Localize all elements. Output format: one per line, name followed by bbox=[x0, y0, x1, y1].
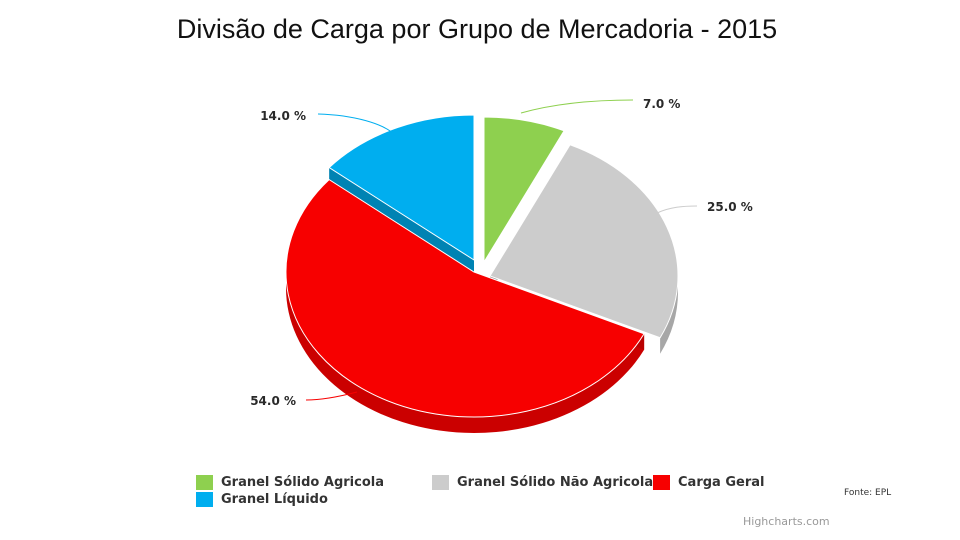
legend-label: Granel Sólido Não Agricola bbox=[457, 475, 654, 490]
data-label-connector bbox=[656, 205, 698, 214]
data-label: 7.0 % bbox=[643, 97, 680, 111]
legend-item-granel-solido-agricola[interactable]: Granel Sólido Agricola bbox=[196, 475, 384, 490]
credits-link[interactable]: Highcharts.com bbox=[743, 515, 830, 528]
pie-slice-granel-s-lido-n-o-agricola[interactable] bbox=[489, 144, 679, 339]
legend-label: Carga Geral bbox=[678, 475, 765, 490]
legend-item-carga-geral[interactable]: Carga Geral bbox=[653, 475, 764, 490]
legend-label: Granel Sólido Agricola bbox=[221, 475, 384, 490]
data-label: 25.0 % bbox=[707, 200, 753, 214]
legend-item-granel-solido-nao-agricola[interactable]: Granel Sólido Não Agricola bbox=[432, 475, 653, 490]
chart-title: Divisão de Carga por Grupo de Mercadoria… bbox=[176, 14, 778, 44]
legend-item-granel-liquido[interactable]: Granel Líquido bbox=[196, 492, 328, 507]
data-label-connector bbox=[520, 99, 634, 114]
chart-legend: Granel Sólido Agricola Granel Sólido Não… bbox=[196, 475, 796, 515]
data-label-connector bbox=[317, 113, 398, 138]
pie-slice-granel-l-quido[interactable] bbox=[328, 114, 475, 261]
data-label: 14.0 % bbox=[260, 109, 306, 123]
data-label: 54.0 % bbox=[250, 394, 296, 408]
legend-swatch bbox=[432, 475, 449, 490]
pie-slice-granel-s-lido-agricola[interactable] bbox=[483, 116, 565, 264]
legend-swatch bbox=[196, 492, 213, 507]
pie-slice-carga-geral[interactable] bbox=[285, 178, 645, 418]
legend-label: Granel Líquido bbox=[221, 492, 328, 507]
legend-swatch bbox=[653, 475, 670, 490]
data-label-connector bbox=[305, 391, 358, 401]
source-note: Fonte: EPL bbox=[844, 488, 892, 498]
pie-slices bbox=[285, 114, 679, 434]
pie-slice-side-1 bbox=[660, 276, 678, 354]
pie-labels: 7.0 % 25.0 % 54.0 % 14.0 % bbox=[250, 97, 753, 408]
legend-swatch bbox=[196, 475, 213, 490]
